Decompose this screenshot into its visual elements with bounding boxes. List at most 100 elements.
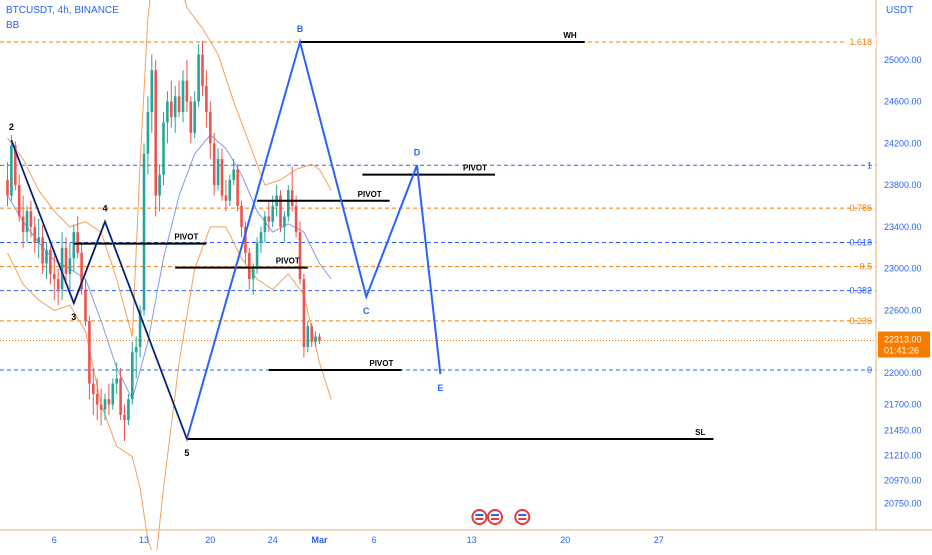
- time-tick-label: 6: [52, 535, 57, 545]
- candle-body: [60, 247, 64, 290]
- candle-body: [181, 80, 185, 112]
- candle-body: [150, 70, 154, 112]
- candle-body: [134, 347, 138, 353]
- wave-point-label: D: [414, 147, 421, 157]
- candle-body: [271, 206, 274, 222]
- candle-body: [33, 226, 37, 243]
- fib-level-label: 0.236: [849, 316, 872, 326]
- candle-body: [185, 80, 189, 102]
- candle-body: [197, 54, 200, 102]
- bb-upper-band: [7, 0, 332, 337]
- candle-body: [236, 169, 239, 206]
- wave-point-label: 4: [102, 204, 107, 214]
- event-flag-stripe: [518, 514, 527, 516]
- price-tick-label: 20970.00: [884, 476, 922, 486]
- candle-body: [201, 54, 204, 86]
- candle-body: [158, 174, 161, 196]
- candle-body: [84, 289, 87, 321]
- candle-body: [103, 399, 107, 410]
- pivot-label: PIVOT: [174, 233, 198, 242]
- price-tick-label: 21210.00: [884, 451, 922, 461]
- fib-level-label: 0.5: [859, 262, 872, 272]
- candle-body: [314, 336, 317, 342]
- bb-lower-band: [7, 226, 332, 555]
- price-tick-label: 23400.00: [884, 222, 922, 232]
- candle-body: [224, 195, 228, 201]
- event-flag-stripe: [475, 514, 484, 516]
- fib-level-label: 0: [867, 365, 872, 375]
- current-price-value: 22313.00: [884, 334, 922, 344]
- wave-point-label: 3: [71, 312, 76, 322]
- candle-body: [306, 326, 310, 348]
- candle-body: [64, 247, 68, 274]
- time-tick-label: 13: [467, 535, 477, 545]
- candle-body: [119, 378, 122, 415]
- candle-body: [99, 404, 103, 410]
- candle-body: [88, 320, 91, 384]
- candle-body: [170, 101, 173, 118]
- pivot-label: WH: [563, 31, 577, 40]
- fib-level-label: 0.618: [849, 238, 872, 248]
- symbol-title: BTCUSDT, 4h, BINANCE: [6, 5, 119, 16]
- price-tick-label: 23000.00: [884, 264, 922, 274]
- pivot-label: PIVOT: [358, 190, 382, 199]
- price-tick-label: 21450.00: [884, 426, 922, 436]
- candle-body: [209, 111, 212, 144]
- candle-body: [6, 179, 9, 196]
- candle-body: [290, 190, 294, 206]
- fib-axis-tag-text: 1.618: [849, 37, 872, 47]
- pivot-label: PIVOT: [369, 359, 393, 368]
- candle-body: [45, 249, 48, 264]
- candle-body: [162, 122, 165, 175]
- candle-body: [240, 206, 243, 227]
- candle-body: [263, 216, 267, 233]
- fib-level-label: 0.382: [849, 286, 872, 296]
- price-tick-label: 21700.00: [884, 399, 922, 409]
- event-flag-stripe: [475, 518, 484, 520]
- candle-body: [49, 249, 52, 274]
- event-flag-icon-inner: [516, 511, 529, 523]
- time-tick-label: 27: [654, 535, 664, 545]
- fib-level-label: 1: [867, 160, 872, 170]
- pivot-label: SL: [695, 428, 705, 437]
- candle-body: [41, 237, 44, 264]
- wave-point-label: B: [297, 24, 304, 34]
- time-tick-label: 20: [560, 535, 570, 545]
- candle-body: [189, 101, 193, 133]
- candle-body: [251, 268, 255, 280]
- event-flag-icon-inner: [489, 511, 501, 523]
- candle-body: [107, 399, 111, 405]
- candle-body: [131, 352, 134, 400]
- candle-body: [56, 279, 60, 290]
- candle-body: [232, 169, 235, 180]
- candle-body: [138, 310, 142, 348]
- candle-body: [173, 96, 177, 118]
- wave-point-label: C: [363, 306, 370, 316]
- candle-body: [205, 85, 208, 112]
- candle-body: [10, 145, 13, 196]
- candle-body: [72, 232, 76, 259]
- fib-level-label: 0.786: [849, 203, 872, 213]
- candle-body: [53, 273, 56, 280]
- candle-body: [166, 101, 169, 123]
- candle-body: [318, 336, 321, 341]
- candle-body: [146, 111, 150, 154]
- event-flag-stripe: [491, 518, 499, 520]
- price-tick-label: 24200.00: [884, 138, 922, 148]
- pivot-label: PIVOT: [463, 164, 487, 173]
- candle-body: [111, 383, 115, 405]
- bar-countdown: 01:41:26: [884, 345, 919, 355]
- candle-body: [283, 216, 286, 227]
- candle-body: [123, 414, 126, 421]
- event-flag-icon-inner: [473, 511, 486, 523]
- indicator-label[interactable]: BB: [6, 20, 20, 31]
- candle-body: [115, 378, 118, 384]
- price-tick-label: 22600.00: [884, 305, 922, 315]
- candle-body: [127, 399, 130, 421]
- price-tick-label: 22000.00: [884, 368, 922, 378]
- candle-body: [302, 279, 306, 348]
- wave-zigzag: [10, 38, 442, 443]
- wave-point-label: 5: [184, 448, 189, 458]
